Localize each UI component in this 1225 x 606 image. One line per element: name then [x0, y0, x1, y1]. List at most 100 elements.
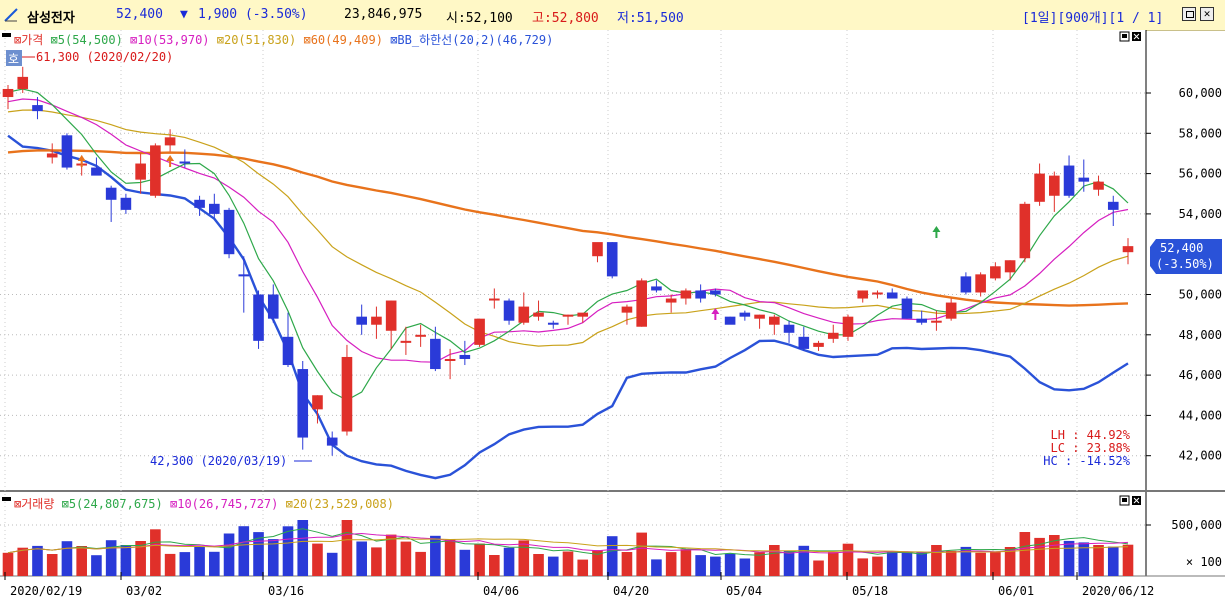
volume-bar — [267, 539, 279, 576]
price-axis-tick: 46,000 — [1179, 368, 1222, 382]
candle-body — [769, 316, 780, 325]
volume-bar — [636, 532, 647, 576]
change-arrow-icon: ▼ — [180, 7, 188, 22]
volume-bar — [931, 545, 942, 576]
candle-body — [886, 292, 898, 299]
price-axis-tick: 44,000 — [1179, 408, 1222, 422]
volume-bar — [32, 545, 43, 576]
volume-ma-line — [7, 538, 1129, 554]
volume-bar — [857, 558, 869, 576]
date-axis-tick: 2020/02/19 — [10, 584, 82, 598]
volume-bar — [400, 541, 412, 576]
chart-tool-icon[interactable] — [3, 7, 19, 23]
volume-bar — [135, 541, 146, 576]
candle-body — [238, 274, 250, 277]
candle-body — [135, 163, 146, 180]
period-control[interactable]: [1일][900개][1 / 1] — [1022, 11, 1164, 26]
candle-body — [326, 437, 338, 446]
candle-body — [489, 298, 500, 301]
volume-bar — [371, 547, 382, 576]
volume-ma-line — [7, 528, 1129, 556]
volume-bar — [606, 536, 618, 576]
volume-bar — [621, 552, 633, 576]
volume-bar — [1122, 544, 1134, 576]
volume-bar — [901, 551, 913, 576]
volume-bar — [1078, 542, 1090, 576]
candle-body — [46, 153, 58, 158]
candle-body — [164, 137, 176, 146]
volume-panel-restore-icon[interactable] — [1119, 495, 1130, 506]
ma60-line — [7, 149, 1129, 307]
candle-body — [872, 292, 883, 295]
date-axis-tick: 2020/06/12 — [1082, 584, 1154, 598]
candle-body — [931, 320, 942, 323]
candle-body — [105, 187, 117, 200]
restore-window-icon[interactable] — [1182, 7, 1196, 21]
volume-legend: ⊠거래량 ⊠5(24,807,675) ⊠10(26,745,727) ⊠20(… — [14, 497, 394, 511]
volume-bar — [120, 545, 132, 576]
volume-bar — [547, 556, 559, 576]
candle-body — [282, 336, 294, 366]
legend-entry: 5(54,500) — [58, 33, 130, 47]
candle-body — [606, 242, 618, 277]
volume-bar — [1049, 535, 1060, 576]
panel-close-icon[interactable] — [1132, 32, 1141, 41]
volume-bar — [798, 545, 810, 576]
date-axis-tick: 04/20 — [613, 584, 649, 598]
volume-bar — [827, 552, 839, 576]
candle-body — [547, 322, 559, 325]
price-axis-tick: 56,000 — [1179, 167, 1222, 181]
volume-bar — [813, 560, 824, 576]
ma10-line — [7, 98, 1129, 363]
candle-body — [459, 354, 471, 359]
candle-body — [400, 340, 412, 343]
candle-body — [739, 312, 751, 317]
volume-bar — [724, 553, 736, 576]
candle-body — [120, 197, 132, 210]
stat-row: HC : -14.52% — [1043, 454, 1130, 468]
volume-bar — [223, 533, 235, 576]
range-stats: LH : 44.92%LC : 23.88%HC : -14.52% — [1043, 428, 1130, 468]
low-marker-label: 42,300 (2020/03/19) — [150, 454, 287, 468]
volume-bar — [489, 555, 500, 576]
legend-entry: 60(49,409) — [311, 33, 390, 47]
candle-body — [415, 334, 426, 337]
volume-panel-close-icon[interactable] — [1132, 496, 1141, 505]
volume-bar — [695, 555, 706, 576]
current-price-tag: 52,400 (-3.50%) — [1150, 239, 1222, 274]
volume-bar — [459, 549, 471, 576]
open-price: 시:52,100 — [446, 11, 513, 26]
candle-body — [371, 316, 382, 325]
current-price-tag-change: (-3.50%) — [1156, 257, 1214, 271]
volume-bar — [1093, 545, 1104, 576]
volume-bar — [665, 552, 677, 576]
price-axis-tick: 42,000 — [1179, 449, 1222, 463]
candle-body — [960, 276, 972, 293]
volume-bar — [872, 556, 883, 576]
volume-bar — [356, 541, 367, 576]
candle-body — [1093, 181, 1104, 190]
candle-body — [267, 294, 279, 319]
candle-body — [636, 280, 647, 327]
volume-bar — [990, 552, 1001, 576]
panel-restore-icon[interactable] — [1119, 31, 1130, 42]
legend-entry: 20(23,529,008) — [293, 497, 394, 511]
close-window-icon[interactable]: ✕ — [1200, 7, 1214, 21]
high-badge — [6, 50, 22, 66]
candle-body — [17, 76, 29, 89]
volume-bar — [1004, 547, 1016, 576]
price-axis-tick: 58,000 — [1179, 126, 1222, 140]
candle-body — [798, 336, 810, 349]
volume-bar — [651, 559, 662, 576]
stock-name[interactable]: 삼성전자 — [27, 11, 75, 26]
stat-row: LH : 44.92% — [1051, 428, 1131, 442]
price-chart[interactable]: 60,000 58,000 56,000 54,000 50,000 48,000 46,0… — [0, 30, 1225, 606]
date-axis-tick: 05/18 — [852, 584, 888, 598]
candle-body — [223, 209, 235, 255]
date-axis-tick: 04/06 — [483, 584, 519, 598]
volume-bar — [680, 549, 692, 576]
volume-bar — [754, 552, 765, 576]
stat-row: LC : 23.88% — [1051, 441, 1131, 455]
candle-body — [61, 135, 73, 168]
candle-body — [680, 290, 692, 299]
